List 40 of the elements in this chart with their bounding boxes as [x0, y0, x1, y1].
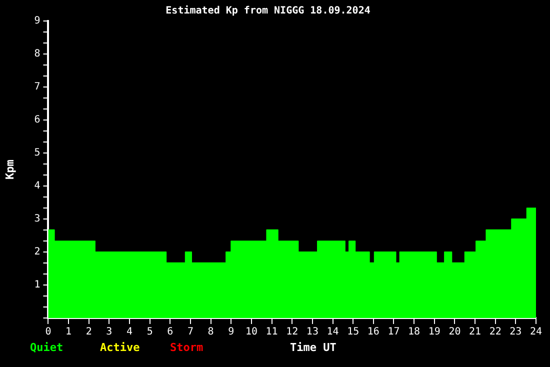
x-tick-label: 24	[530, 326, 542, 338]
x-tick-label: 3	[106, 326, 112, 338]
x-tick-label: 5	[146, 326, 153, 338]
y-tick-label: 8	[34, 48, 40, 60]
x-tick-label: 23	[510, 326, 522, 338]
y-tick-label: 5	[34, 148, 40, 159]
chart-title: Estimated Kp from NIGGG 18.09.2024	[166, 4, 370, 17]
legend-label: Active	[100, 341, 141, 354]
x-tick-label: 19	[428, 326, 440, 338]
y-tick-label: 6	[34, 114, 40, 126]
x-tick-label: 8	[208, 326, 214, 338]
text: Quiet	[30, 341, 64, 354]
x-tick-label: 1	[66, 326, 72, 338]
y-tick-label: 7	[34, 82, 40, 93]
x-tick-label: 21	[469, 326, 482, 338]
y-tick-label: 4	[34, 180, 40, 192]
x-tick-label: 4	[126, 326, 133, 338]
x-tick-label: 0	[45, 326, 52, 338]
x-tick-label: 2	[86, 326, 92, 338]
x-tick-label: 16	[367, 326, 380, 338]
x-tick-label: 22	[489, 326, 502, 338]
x-tick-label: 7	[187, 326, 194, 338]
y-tick-label: 9	[34, 16, 40, 27]
x-tick-label: 15	[347, 326, 360, 338]
x-tick-label: 13	[306, 326, 318, 338]
x-tick-label: 14	[326, 326, 339, 338]
legend-label: Storm	[170, 341, 204, 354]
y-tick-label: 1	[34, 280, 40, 291]
x-tick-label: 12	[286, 326, 298, 338]
y-tick-label: 2	[34, 246, 40, 258]
x-tick-label: 20	[448, 326, 461, 338]
x-tick-label: 6	[167, 326, 174, 338]
y-axis-title: Kpm	[3, 159, 16, 180]
x-axis-title: Time UT	[290, 341, 336, 354]
x-tick-label: 9	[228, 326, 234, 338]
x-tick-label: 10	[245, 326, 258, 338]
y-tick-label: 3	[34, 214, 40, 225]
x-tick-label: 11	[266, 326, 278, 338]
x-tick-label: 17	[388, 326, 400, 338]
x-tick-label: 18	[408, 326, 420, 338]
